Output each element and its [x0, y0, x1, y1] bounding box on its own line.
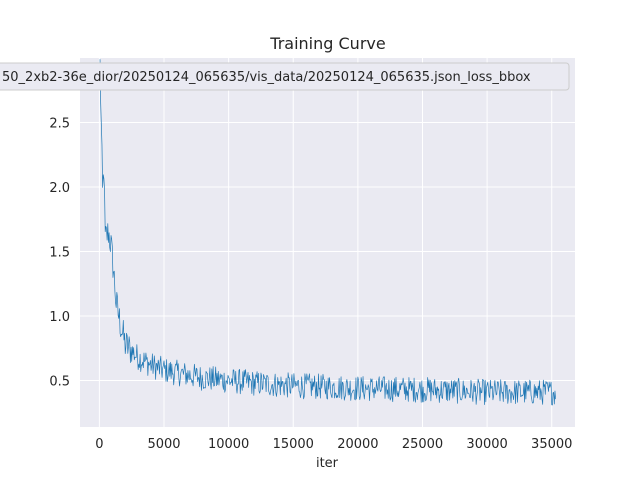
- x-axis-label: iter: [316, 456, 339, 471]
- x-tick-labels: 0 5000 10000 15000 20000 25000 30000 35000: [95, 437, 572, 452]
- y-tick-label: 1.5: [49, 246, 70, 261]
- x-tick-label: 20000: [337, 437, 378, 452]
- y-tick-label: 2.0: [49, 181, 70, 196]
- x-tick-label: 30000: [466, 437, 507, 452]
- legend: 50_2xb2-36e_dior/20250124_065635/vis_dat…: [0, 62, 570, 91]
- y-tick-label: 2.5: [49, 117, 70, 132]
- plot-area: [80, 58, 575, 427]
- x-tick-label: 15000: [273, 437, 314, 452]
- x-tick-label: 0: [95, 437, 103, 452]
- x-tick-label: 35000: [531, 437, 572, 452]
- loss-bbox-series-line: [99, 59, 556, 406]
- x-tick-label: 25000: [402, 437, 443, 452]
- y-tick-label: 1.0: [49, 310, 70, 325]
- chart-title: Training Curve: [269, 34, 385, 53]
- x-tick-label: 5000: [147, 437, 180, 452]
- y-tick-label: 0.5: [49, 375, 70, 390]
- grid-lines: [80, 58, 575, 427]
- y-tick-labels: 0.5 1.0 1.5 2.0 2.5: [49, 117, 70, 390]
- legend-box: [0, 62, 570, 91]
- legend-entry-label: 50_2xb2-36e_dior/20250124_065635/vis_dat…: [2, 70, 531, 85]
- x-tick-label: 10000: [208, 437, 249, 452]
- series-layer: [99, 59, 556, 406]
